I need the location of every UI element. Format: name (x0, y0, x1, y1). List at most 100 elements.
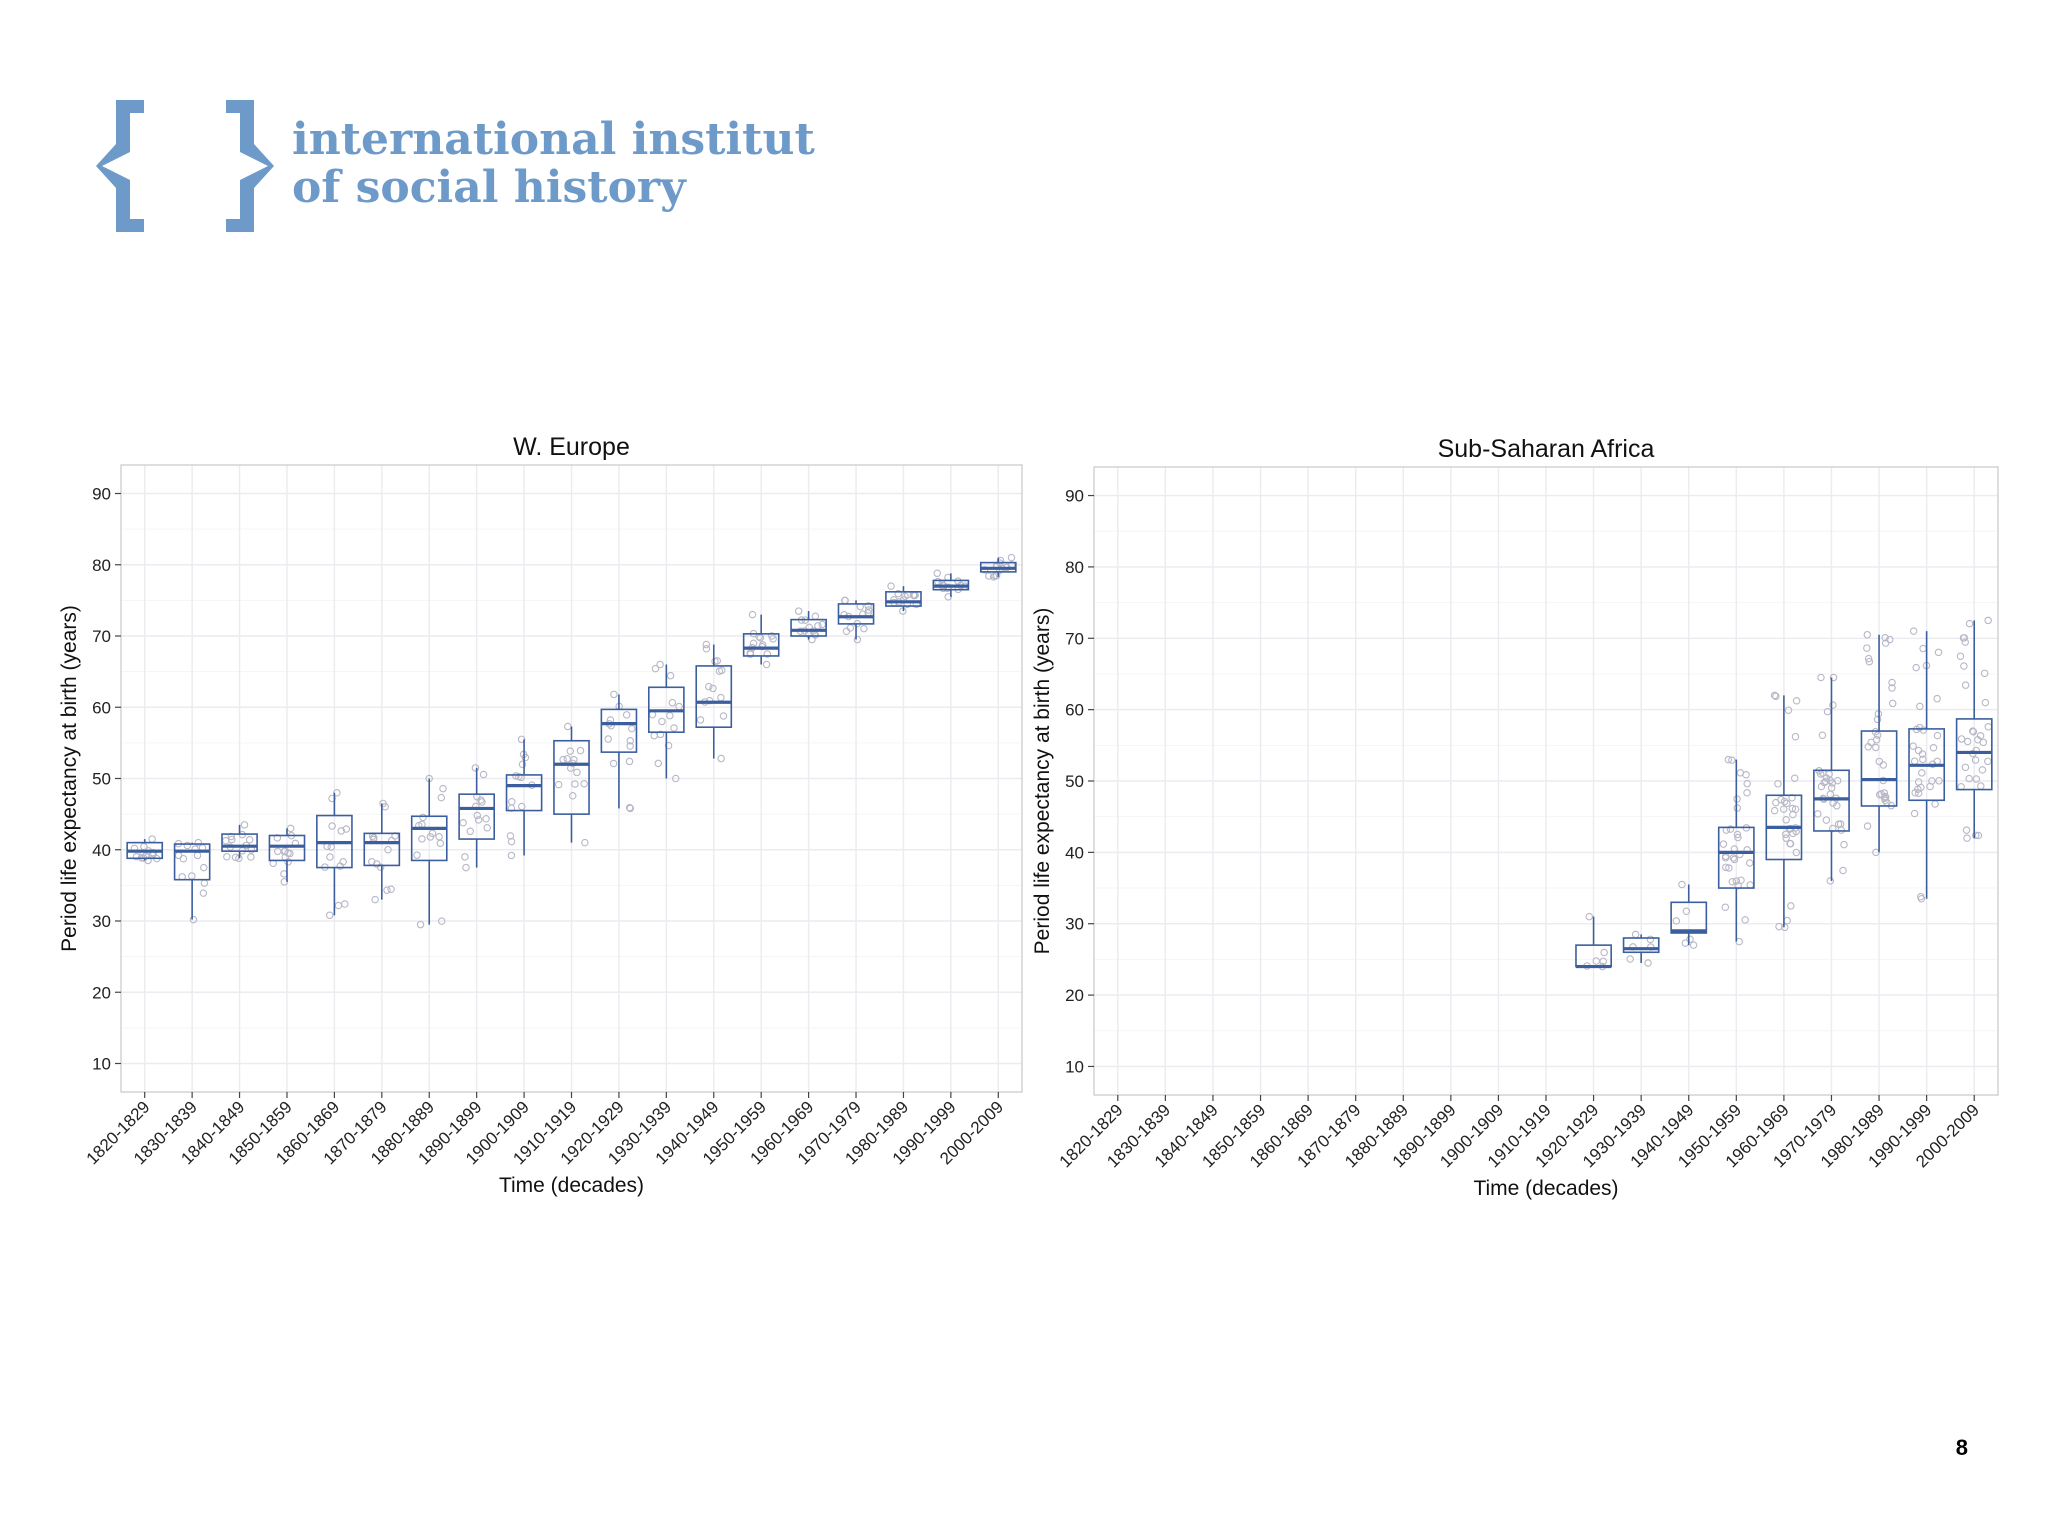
box-iqr (221, 833, 258, 852)
data-point (1770, 806, 1779, 815)
data-point (656, 660, 664, 669)
data-point (1928, 777, 1936, 785)
data-point (273, 834, 282, 842)
data-point (580, 779, 588, 788)
data-point (1929, 743, 1938, 752)
data-point (887, 582, 895, 590)
data-point (462, 863, 470, 872)
data-point (762, 660, 771, 669)
data-point (419, 813, 427, 822)
data-point (1872, 735, 1881, 744)
logo-line-1: international institute (292, 114, 816, 165)
data-point (1783, 799, 1791, 808)
data-point (1840, 840, 1848, 849)
data-point (1863, 644, 1871, 652)
data-point (247, 853, 255, 861)
data-point (1772, 692, 1780, 701)
y-tick-label: 30 (92, 912, 111, 931)
y-tick-label: 60 (1065, 701, 1084, 720)
data-point (1829, 673, 1838, 682)
data-point (227, 832, 236, 841)
y-tick-label: 90 (92, 485, 111, 504)
data-point (1875, 790, 1884, 799)
data-point (1729, 854, 1738, 862)
data-point (1646, 935, 1655, 944)
box-iqr (1622, 937, 1660, 954)
data-point (1918, 769, 1926, 777)
data-point (387, 885, 395, 893)
page-number: 8 (1955, 1435, 1968, 1460)
data-point (664, 741, 673, 750)
data-point (1918, 750, 1927, 758)
data-point (626, 804, 635, 813)
y-tick-label: 20 (92, 983, 111, 1002)
data-point (1733, 830, 1742, 839)
box-iqr (1670, 901, 1708, 934)
data-point (334, 901, 343, 910)
y-axis-label: Period life expectancy at birth (years) (58, 605, 81, 952)
box-1980-1989 (1860, 630, 1898, 857)
data-point (1745, 859, 1754, 867)
data-point (1916, 702, 1924, 711)
data-point (1734, 833, 1742, 842)
data-point (1732, 877, 1741, 885)
data-point (1726, 825, 1735, 833)
box-1840-1849 (221, 821, 258, 863)
data-point (864, 606, 873, 614)
data-point (1961, 681, 1970, 689)
box-iqr (1717, 826, 1755, 889)
data-point (1007, 553, 1016, 562)
data-point (1784, 706, 1793, 714)
y-tick-label: 80 (1065, 558, 1084, 577)
data-point (1888, 678, 1896, 687)
data-point (933, 569, 941, 578)
data-point (1826, 877, 1835, 885)
data-point (1792, 696, 1801, 705)
data-point (1780, 923, 1789, 932)
data-point (996, 556, 1005, 565)
chart-panel-w-europe: 1020304050607080901820-18291830-18391840… (58, 433, 1023, 1197)
y-tick-label: 70 (1065, 629, 1084, 648)
box-1870-1879 (363, 799, 401, 904)
data-point (671, 774, 680, 783)
data-point (1689, 941, 1698, 949)
box-1930-1939 (1622, 930, 1660, 967)
data-point (1782, 816, 1790, 824)
data-point (1864, 654, 1873, 663)
data-point (1933, 694, 1941, 703)
data-point (1960, 634, 1968, 642)
box-1970-1979 (1813, 673, 1850, 885)
data-point (482, 815, 490, 823)
data-point (768, 632, 776, 640)
box-iqr (410, 815, 448, 862)
box-2000-2009 (979, 553, 1017, 581)
data-point (328, 794, 336, 803)
box-iqr (505, 774, 543, 812)
data-point (507, 797, 516, 806)
data-point (483, 823, 491, 832)
data-point (1976, 731, 1985, 740)
data-point (628, 724, 636, 733)
box-1830-1839 (173, 838, 211, 924)
data-point (554, 780, 563, 789)
box-1890-1899 (458, 764, 496, 872)
box-iqr (268, 834, 306, 862)
box-iqr (553, 739, 590, 815)
data-point (709, 684, 717, 693)
data-point (1881, 634, 1889, 642)
data-point (1786, 839, 1795, 848)
box-1940-1949 (1670, 880, 1708, 949)
data-point (512, 772, 520, 780)
data-point (1963, 737, 1972, 746)
data-point (1686, 935, 1694, 943)
box-iqr (173, 843, 211, 881)
x-axis-label: Time (decades) (1473, 1177, 1618, 1200)
data-point (1863, 822, 1872, 830)
data-point (1919, 755, 1927, 764)
data-point (223, 852, 231, 861)
data-point (1912, 663, 1920, 672)
y-tick-label: 50 (1065, 772, 1084, 791)
chart-title: Sub-Saharan Africa (1438, 435, 1655, 463)
data-point (466, 827, 475, 836)
data-point (1791, 732, 1800, 741)
